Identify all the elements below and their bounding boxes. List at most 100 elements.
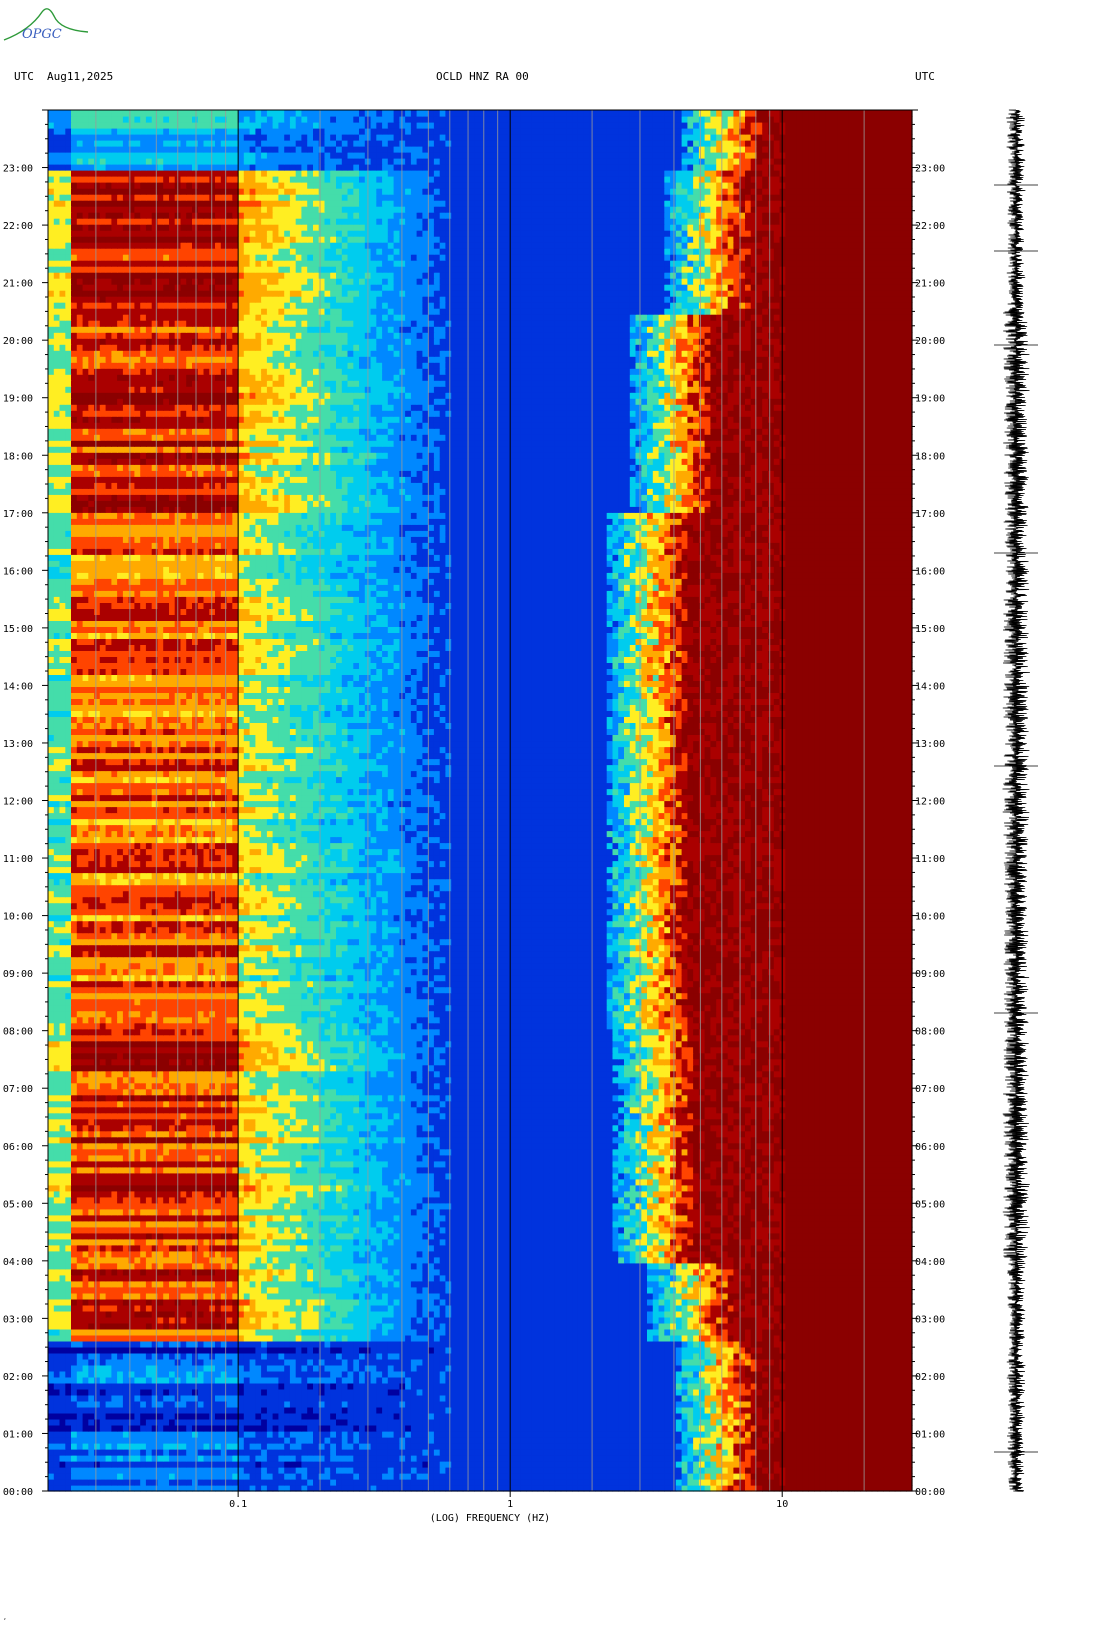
- heatmap-cell: [791, 1443, 798, 1450]
- heatmap-cell: [399, 1394, 406, 1402]
- heatmap-cell: [773, 1431, 781, 1438]
- heatmap-cell: [773, 1328, 781, 1336]
- heatmap-cell: [353, 1394, 360, 1402]
- heatmap-cell: [681, 1425, 688, 1432]
- heatmap-cell: [560, 1473, 567, 1480]
- heatmap-cell: [554, 1370, 562, 1378]
- heatmap-cell: [439, 1473, 447, 1480]
- heatmap-cell: [871, 1473, 879, 1480]
- heatmap-cell: [745, 1485, 752, 1492]
- heatmap-cell: [750, 1406, 758, 1414]
- heatmap-cell: [819, 1382, 827, 1390]
- heatmap-cell: [405, 1388, 412, 1396]
- heatmap-cell: [566, 1310, 573, 1318]
- heatmap-cell: [359, 1443, 366, 1450]
- heatmap-cell: [531, 1467, 539, 1474]
- heatmap-cell: [324, 1437, 331, 1444]
- heatmap-cell: [192, 1431, 199, 1438]
- heatmap-cell: [768, 1364, 775, 1372]
- heatmap-cell: [848, 1394, 855, 1402]
- heatmap-cell: [428, 1412, 435, 1420]
- heatmap-cell: [624, 1292, 631, 1300]
- heatmap-cell: [422, 1376, 429, 1384]
- heatmap-cell: [163, 1382, 170, 1390]
- heatmap-cell: [739, 1418, 746, 1426]
- heatmap-cell: [59, 1479, 66, 1486]
- heatmap-cell: [854, 1418, 861, 1426]
- heatmap-cell: [848, 1425, 855, 1432]
- heatmap-cell: [889, 1400, 896, 1408]
- heatmap-cell: [428, 1334, 435, 1342]
- heatmap-cell: [433, 1376, 441, 1384]
- heatmap-cell: [255, 1400, 262, 1408]
- heatmap-cell: [514, 1406, 521, 1414]
- heatmap-cell: [531, 1382, 539, 1390]
- heatmap-cell: [226, 1455, 233, 1462]
- heatmap-cell: [48, 1382, 55, 1390]
- heatmap-cell: [163, 1400, 170, 1408]
- heatmap-cell: [157, 1485, 164, 1492]
- heatmap-cell: [572, 1479, 579, 1486]
- heatmap-cell: [808, 1370, 815, 1378]
- heatmap-cell: [624, 1425, 631, 1432]
- heatmap-cell: [871, 1406, 879, 1414]
- heatmap-cell: [284, 1406, 291, 1414]
- heatmap-cell: [266, 1346, 274, 1354]
- heatmap-cell: [652, 1455, 660, 1462]
- heatmap-cell: [249, 1418, 256, 1426]
- heatmap-cell: [433, 1425, 441, 1432]
- heatmap-cell: [359, 1400, 366, 1408]
- heatmap-cell: [462, 1455, 470, 1462]
- heatmap-cell: [295, 1425, 303, 1432]
- heatmap-cell: [549, 1467, 556, 1474]
- heatmap-cell: [796, 1467, 804, 1474]
- heatmap-cell: [883, 1473, 890, 1480]
- heatmap-cell: [243, 1304, 251, 1312]
- heatmap-cell: [65, 1455, 72, 1462]
- heatmap-cell: [796, 1310, 804, 1318]
- heatmap-cell: [860, 1479, 867, 1486]
- heatmap-cell: [128, 1418, 135, 1426]
- heatmap-cell: [900, 1394, 907, 1402]
- heatmap-cell: [117, 1406, 124, 1414]
- heatmap-cell: [572, 1388, 579, 1396]
- heatmap-cell: [376, 1449, 383, 1456]
- heatmap-cell: [842, 1449, 850, 1456]
- heatmap-cell: [249, 1485, 256, 1492]
- heatmap-cell: [76, 1431, 84, 1438]
- heatmap-cell: [802, 1412, 809, 1420]
- heatmap-cell: [249, 1431, 256, 1438]
- heatmap-cell: [704, 1388, 711, 1396]
- heatmap-cell: [612, 1449, 619, 1456]
- heatmap-cell: [560, 1479, 567, 1486]
- heatmap-cell: [468, 1376, 475, 1384]
- heatmap-cell: [837, 1425, 844, 1432]
- heatmap-cell: [439, 1358, 447, 1366]
- heatmap-cell: [635, 1443, 642, 1450]
- heatmap-cell: [497, 1376, 504, 1384]
- heatmap-cell: [249, 1394, 256, 1402]
- heatmap-cell: [82, 1431, 89, 1438]
- heatmap-cell: [284, 1340, 291, 1348]
- heatmap-cell: [612, 1473, 619, 1480]
- heatmap-cell: [266, 1382, 274, 1390]
- heatmap-cell: [215, 1298, 222, 1306]
- heatmap-cell: [59, 1425, 66, 1432]
- heatmap-cell: [324, 1394, 331, 1402]
- heatmap-cell: [405, 1485, 412, 1492]
- heatmap-cell: [88, 1334, 95, 1342]
- heatmap-cell: [485, 1322, 493, 1330]
- heatmap-cell: [53, 1394, 61, 1402]
- heatmap-cell: [825, 1328, 832, 1336]
- heatmap-cell: [410, 1485, 418, 1492]
- heatmap-cell: [468, 1340, 475, 1348]
- heatmap-cell: [768, 1292, 775, 1300]
- heatmap-cell: [894, 1425, 902, 1432]
- heatmap-cell: [249, 1334, 256, 1342]
- heatmap-cell: [531, 1455, 539, 1462]
- heatmap-cell: [796, 1425, 804, 1432]
- heatmap-cell: [883, 1358, 890, 1366]
- heatmap-cell: [710, 1376, 717, 1384]
- heatmap-cell: [577, 1406, 585, 1414]
- heatmap-cell: [134, 1388, 141, 1396]
